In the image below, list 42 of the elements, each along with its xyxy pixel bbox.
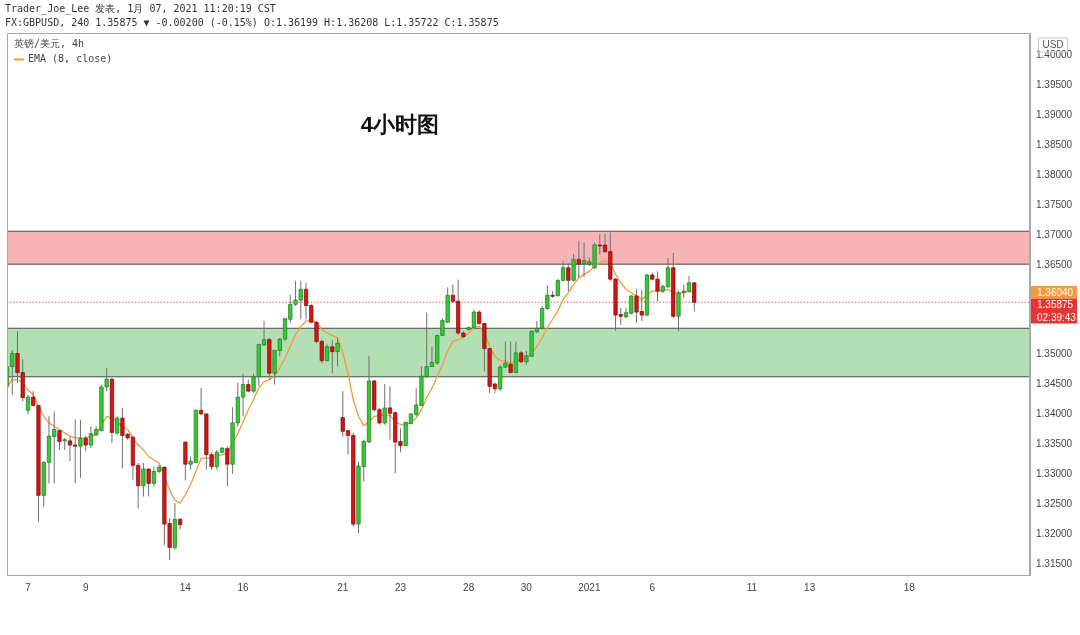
ref-line-label: 1.35875 <box>1037 299 1074 311</box>
text: 4小时图 <box>360 112 439 138</box>
x-tick-label: 7 <box>25 581 32 593</box>
x-tick-label: 2021 <box>578 581 601 593</box>
y-tick-label: 1.36500 <box>1036 258 1073 270</box>
y-tick-label: 1.39000 <box>1036 108 1073 120</box>
candlestick <box>225 445 230 487</box>
x-tick-label: 28 <box>463 581 475 593</box>
candlestick <box>78 419 83 479</box>
y-tick-label: 1.38000 <box>1036 168 1073 180</box>
candlestick <box>566 263 571 292</box>
candlestick <box>571 253 576 283</box>
y-tick-label: 1.32000 <box>1036 528 1073 540</box>
y-tick-label: 1.33500 <box>1036 438 1073 450</box>
y-tick-label: 1.31500 <box>1036 557 1073 569</box>
x-tick-label: 30 <box>520 581 533 593</box>
y-tick-label: 1.34000 <box>1036 408 1073 420</box>
x-tick-label: 14 <box>179 581 192 593</box>
legend-label: EMA (8, close) <box>28 52 113 64</box>
x-tick-label: 18 <box>903 581 916 593</box>
x-tick-label: 9 <box>82 581 89 593</box>
x-tick-label: 23 <box>394 581 407 593</box>
y-tick-label: 1.35000 <box>1036 348 1073 360</box>
y-tick-label: 1.39500 <box>1036 78 1073 90</box>
y-tick-label: 1.38500 <box>1036 138 1073 150</box>
y-tick-label: 1.37500 <box>1036 198 1073 210</box>
text: Trader_Joe_Lee 发表, 1月 07, 2021 11:20:19 CST <box>5 2 276 15</box>
text: 02:39:43 <box>1037 311 1077 323</box>
y-tick-label: 1.37000 <box>1036 228 1073 240</box>
text: 1.36040 <box>1037 286 1074 298</box>
y-tick-label: 1.34500 <box>1036 378 1073 390</box>
y-tick-label: 1.40000 <box>1036 48 1073 60</box>
x-tick-label: 21 <box>337 581 349 593</box>
y-axis-title: USD <box>1042 38 1064 50</box>
x-tick-label: 16 <box>237 581 250 593</box>
text: 英镑/美元, 4h <box>14 37 85 49</box>
y-tick-label: 1.33000 <box>1036 468 1073 480</box>
text: FX:GBPUSD, 240 1.35875 ▼ -0.00200 (-0.15%) O:1.36199 H:1.36208 L:1.35722 C:1.35875 <box>5 16 499 28</box>
x-tick-label: 11 <box>746 581 758 593</box>
x-tick-label: 6 <box>649 581 656 593</box>
x-tick-label: 13 <box>804 581 816 593</box>
y-tick-label: 1.32500 <box>1036 498 1073 510</box>
